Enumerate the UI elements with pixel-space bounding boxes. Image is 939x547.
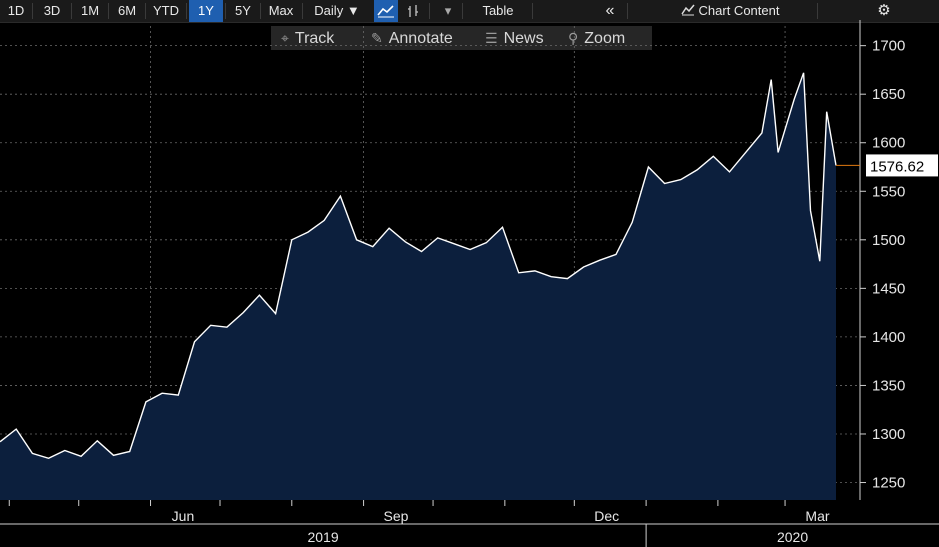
range-1d-button[interactable]: 1D <box>7 3 25 18</box>
track-button[interactable]: ⌖ Track <box>281 26 334 50</box>
chevron-down-icon: ▼ <box>346 3 360 18</box>
range-6m-button[interactable]: 6M <box>117 3 137 18</box>
price-line <box>0 72 837 460</box>
magnifier-icon: ⚲ <box>568 30 579 46</box>
collapse-icon[interactable]: « <box>605 2 615 19</box>
y-tick-label: 1650 <box>872 86 905 103</box>
y-tick-label: 1300 <box>872 426 905 443</box>
interval-label: Daily <box>314 3 344 18</box>
toolbar-divider <box>627 3 628 19</box>
toolbar-divider <box>71 3 72 19</box>
table-button[interactable]: Table <box>482 3 514 18</box>
chart-content-label: Chart Content <box>698 3 780 18</box>
toolbar-divider <box>260 3 261 19</box>
toolbar-divider <box>225 3 226 19</box>
y-tick-label: 1250 <box>872 475 905 492</box>
toolbar-divider <box>108 3 109 19</box>
news-button[interactable]: ☰ News <box>485 26 544 50</box>
toolbar-divider <box>532 3 533 19</box>
range-1m-button[interactable]: 1M <box>80 3 100 18</box>
x-month-label: Mar <box>805 508 829 524</box>
range-ytd-button[interactable]: YTD <box>153 3 179 18</box>
zoom-button[interactable]: ⚲ Zoom <box>568 26 625 50</box>
y-tick-label: 1500 <box>872 232 905 249</box>
zoom-label: Zoom <box>584 30 626 47</box>
range-5y-button[interactable]: 5Y <box>235 3 251 18</box>
toolbar-divider <box>817 3 818 19</box>
top-toolbar: 1D 3D 1M 6M YTD 1Y 5Y Max Daily ▼ ▾ Tabl… <box>0 0 939 23</box>
toolbar-divider <box>32 3 33 19</box>
x-axis-ticks: Jun Sep Dec Mar 2019 2020 <box>8 500 830 547</box>
toolbar-divider <box>429 3 430 19</box>
news-list-icon: ☰ <box>485 30 498 46</box>
range-1y-button[interactable]: 1Y <box>189 0 223 22</box>
price-area-fill <box>0 72 836 500</box>
x-month-label: Dec <box>594 508 619 524</box>
x-year-label: 2020 <box>777 529 808 545</box>
news-label: News <box>503 30 544 47</box>
toolbar-divider <box>302 3 303 19</box>
y-tick-label: 1550 <box>872 183 905 200</box>
x-year-label: 2019 <box>307 529 338 545</box>
chart-content-icon <box>680 4 695 16</box>
settings-gear-icon[interactable]: ⚙ <box>877 2 891 19</box>
toolbar-divider <box>462 3 463 19</box>
bar-chart-icon[interactable] <box>402 0 424 22</box>
range-max-button[interactable]: Max <box>268 3 294 18</box>
last-value-label: 1576.62 <box>870 158 924 175</box>
chart-type-dropdown-icon[interactable]: ▾ <box>444 3 452 18</box>
range-3d-button[interactable]: 3D <box>43 3 61 18</box>
y-tick-label: 1700 <box>872 38 905 55</box>
y-tick-label: 1450 <box>872 280 905 297</box>
chart-tools-bar: ⌖ Track ✎ Annotate ☰ News ⚲ Zoom <box>271 26 652 50</box>
annotate-label: Annotate <box>388 30 453 47</box>
track-label: Track <box>294 30 335 47</box>
last-value-box <box>866 154 938 177</box>
y-axis-ticks: 1250 1300 1350 1400 1450 1500 1550 1600 1650 1700 <box>860 38 905 492</box>
interval-dropdown[interactable]: Daily ▼ <box>304 0 370 22</box>
y-tick-label: 1350 <box>872 377 905 394</box>
line-chart-icon[interactable] <box>374 0 398 22</box>
pencil-icon: ✎ <box>371 30 383 46</box>
chart-content-button[interactable]: Chart Content <box>670 0 790 22</box>
crosshair-icon: ⌖ <box>281 30 289 46</box>
x-month-label: Sep <box>384 508 409 524</box>
y-tick-label: 1600 <box>872 135 905 152</box>
toolbar-divider <box>186 3 187 19</box>
toolbar-divider <box>145 3 146 19</box>
annotate-button[interactable]: ✎ Annotate <box>371 26 453 50</box>
x-month-label: Jun <box>172 508 195 524</box>
y-tick-label: 1400 <box>872 329 905 346</box>
